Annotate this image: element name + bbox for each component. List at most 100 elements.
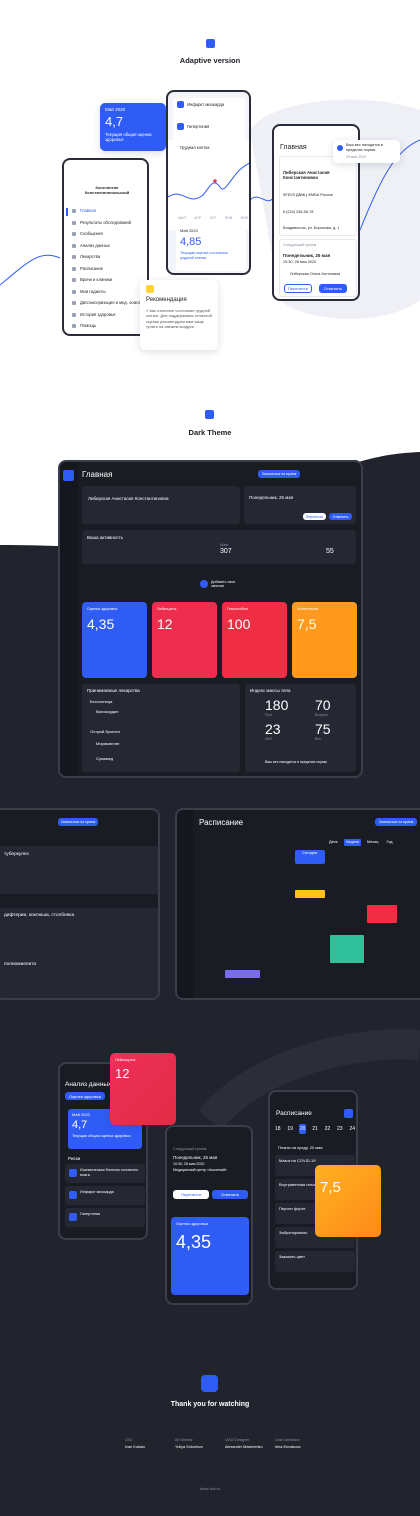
schedule-item: Заказать цвет [279, 1254, 305, 1259]
cancel-button[interactable]: Отменить [212, 1190, 248, 1199]
tile-label: Холестерин [297, 607, 318, 611]
score-card [171, 1217, 249, 1295]
vaccine-screen: Записаться на прием туберкулез дифтерии,… [0, 808, 160, 1000]
appointment-phone: Следующий прием Понедельник, 25 мая 10:3… [165, 1125, 253, 1305]
notification-date: 25 мая 2020 [346, 155, 366, 159]
menu-icon [72, 232, 76, 236]
tablet-menu: Константин Константинопольский Главная Ре… [62, 158, 149, 336]
credit-name: Alexander Maximenko [225, 1445, 263, 1449]
risk-icon [177, 123, 184, 130]
schedule-screen: Расписание Записаться на прием День Недел… [175, 808, 420, 1000]
risk: Инфаркт миокарда [80, 1190, 114, 1194]
metric-tile: Оценка здоровья 4,35 [82, 602, 147, 678]
add-activity-icon[interactable] [200, 580, 208, 588]
activity-title: Ваша активность [87, 535, 123, 540]
add-button[interactable] [344, 1109, 353, 1118]
reschedule-button[interactable]: Перенести [173, 1190, 209, 1199]
menu-item: История здоровья [80, 311, 116, 317]
day: 22 [324, 1126, 331, 1132]
vaccine: полиомиелита [4, 962, 37, 967]
reschedule-button[interactable]: Перенести [284, 284, 312, 293]
medicine: Сумамед [96, 756, 114, 761]
screen-title: Главная [82, 470, 113, 479]
tile-label: Гемоглобин [227, 607, 248, 611]
tile-value: 4,35 [87, 616, 115, 632]
section-title: Adaptive version [179, 56, 241, 65]
dark-icon [205, 410, 214, 419]
check-icon [337, 145, 343, 151]
month: АПР [194, 216, 202, 220]
menu-item: Диспансеризация и мед. осмотры [80, 300, 146, 305]
menu-icon [72, 209, 76, 213]
card-date: Май 2020 [180, 228, 198, 233]
rec-title: Рекомендация [146, 297, 187, 303]
add-activity[interactable]: Добавить свои занятия [211, 580, 235, 589]
credit: Case Animation Irina Ermakova [275, 1438, 307, 1454]
risks-title: Риски [68, 1156, 81, 1161]
time: 10:30, 28 мая 2020 [283, 260, 317, 264]
risk-icon [69, 1213, 77, 1221]
bmi-card [245, 684, 356, 772]
section-title: Dark Theme [188, 428, 232, 437]
menu-icon [72, 301, 76, 305]
menu-icon [72, 255, 76, 259]
menu-icon [72, 312, 76, 317]
next-label: Следующий прием [283, 243, 317, 247]
reschedule-button[interactable]: Перенести [303, 513, 326, 520]
book-button[interactable]: Записаться на прием [258, 470, 300, 478]
risk-card [173, 98, 245, 142]
medicine-group: Бессонница [90, 699, 113, 704]
appointment-card [279, 239, 357, 297]
credit-role: UI/UX Designer [225, 1438, 250, 1442]
month: ЯНВ [224, 216, 233, 220]
menu-item: Результаты обследований [80, 219, 131, 225]
doctor-card [82, 486, 240, 524]
day: Понедельник, 25 мая [173, 1155, 218, 1160]
menu-item: Анализ данных [80, 242, 110, 248]
tile-value: 7,5 [297, 616, 317, 632]
doctor: Либерская Анастасия Константиновна [88, 496, 169, 501]
vaccine-card [0, 846, 158, 894]
menu-icon [72, 220, 76, 225]
steps-label: Шаги [220, 543, 229, 547]
day: Понедельник, 25 мая [249, 495, 294, 500]
day: 21 [312, 1126, 318, 1132]
medicine-group: Острый бронхит [90, 729, 121, 734]
metric-tile: Лейкоциты 12 [152, 602, 217, 678]
view-tab: Неделя [343, 839, 362, 846]
month: ОКТ [209, 216, 217, 220]
view-tab: День [329, 840, 338, 844]
cancel-button[interactable]: Отменить [319, 284, 347, 293]
screen-title: Расписание [199, 818, 244, 827]
sidebar [60, 462, 78, 776]
event [225, 970, 260, 978]
medicines-card [82, 684, 240, 772]
cancel-button[interactable]: Отменить [329, 513, 352, 520]
card-label: Лейкоциты [115, 1057, 136, 1062]
card-value: 4,7 [105, 114, 124, 129]
tab[interactable]: Оценка здоровья [65, 1092, 105, 1100]
book-button[interactable]: Записаться на прием [375, 818, 417, 826]
sidebar [177, 810, 193, 998]
bmi-value: 70 [315, 697, 331, 713]
book-button[interactable]: Записаться на прием [58, 818, 98, 826]
schedule-row [275, 1251, 355, 1272]
thanks: Thank you for watching [170, 1401, 250, 1408]
view-tabs: День Неделя Месяц Год [327, 839, 395, 846]
credit-name: Yuliya Solovieva [175, 1445, 203, 1449]
card-label: Текущая общая оценка здоровья [105, 132, 152, 143]
month: МАЯ [178, 216, 186, 220]
risk-icon [177, 101, 184, 108]
day: 19 [287, 1126, 293, 1132]
medicine: Мирамистин [96, 741, 120, 746]
bulb-icon [146, 285, 154, 293]
day: Понедельник, 25 мая [283, 253, 331, 258]
heart-icon [201, 1375, 218, 1392]
dark-tablet: Главная Записаться на прием Либерская Ан… [58, 460, 363, 778]
medicines-title: Принимаемые лекарства [87, 688, 140, 693]
menu-item: Мои гаджеты [80, 288, 106, 294]
address: Владивосток, ул. Борисова, д. 1 [283, 226, 340, 230]
doctor: Либерская Анастасия Константиновна [283, 170, 330, 181]
add-button[interactable] [63, 470, 74, 481]
user-name: Константин Константинопольский [84, 185, 130, 195]
